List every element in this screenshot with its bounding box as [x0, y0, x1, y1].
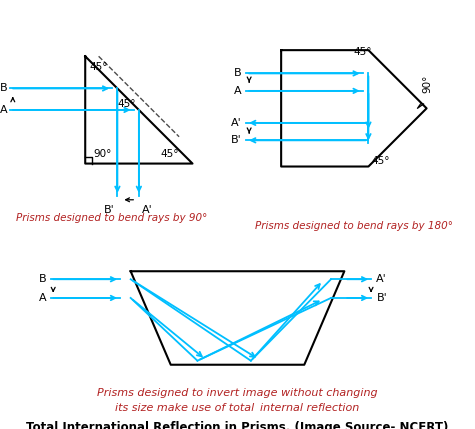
Text: 45°: 45°	[117, 99, 136, 109]
Text: A: A	[0, 105, 8, 115]
Text: A: A	[234, 86, 242, 96]
Text: B: B	[0, 84, 8, 94]
Text: Total International Reflection in Prisms. (Image Source- NCERT): Total International Reflection in Prisms…	[26, 421, 449, 429]
Text: B: B	[39, 274, 47, 284]
Text: its size make use of total  internal reflection: its size make use of total internal refl…	[115, 403, 360, 413]
Text: 45°: 45°	[89, 62, 108, 72]
Text: Prisms designed to bend rays by 90°: Prisms designed to bend rays by 90°	[16, 213, 208, 223]
Text: 90°: 90°	[93, 149, 112, 159]
Text: A': A'	[376, 274, 387, 284]
Text: B': B'	[231, 135, 242, 145]
Text: B: B	[234, 68, 242, 79]
Text: 45°: 45°	[161, 149, 179, 159]
Text: Prisms designed to bend rays by 180°: Prisms designed to bend rays by 180°	[255, 221, 453, 231]
Text: B': B'	[104, 205, 115, 215]
Text: A: A	[39, 293, 47, 303]
Text: B': B'	[376, 293, 387, 303]
Text: A': A'	[231, 118, 242, 128]
Text: 45°: 45°	[354, 46, 372, 57]
Text: Prisms designed to invert image without changing: Prisms designed to invert image without …	[97, 388, 378, 398]
Text: A': A'	[142, 205, 152, 215]
Text: 90°: 90°	[422, 75, 432, 93]
Text: 45°: 45°	[371, 156, 390, 166]
